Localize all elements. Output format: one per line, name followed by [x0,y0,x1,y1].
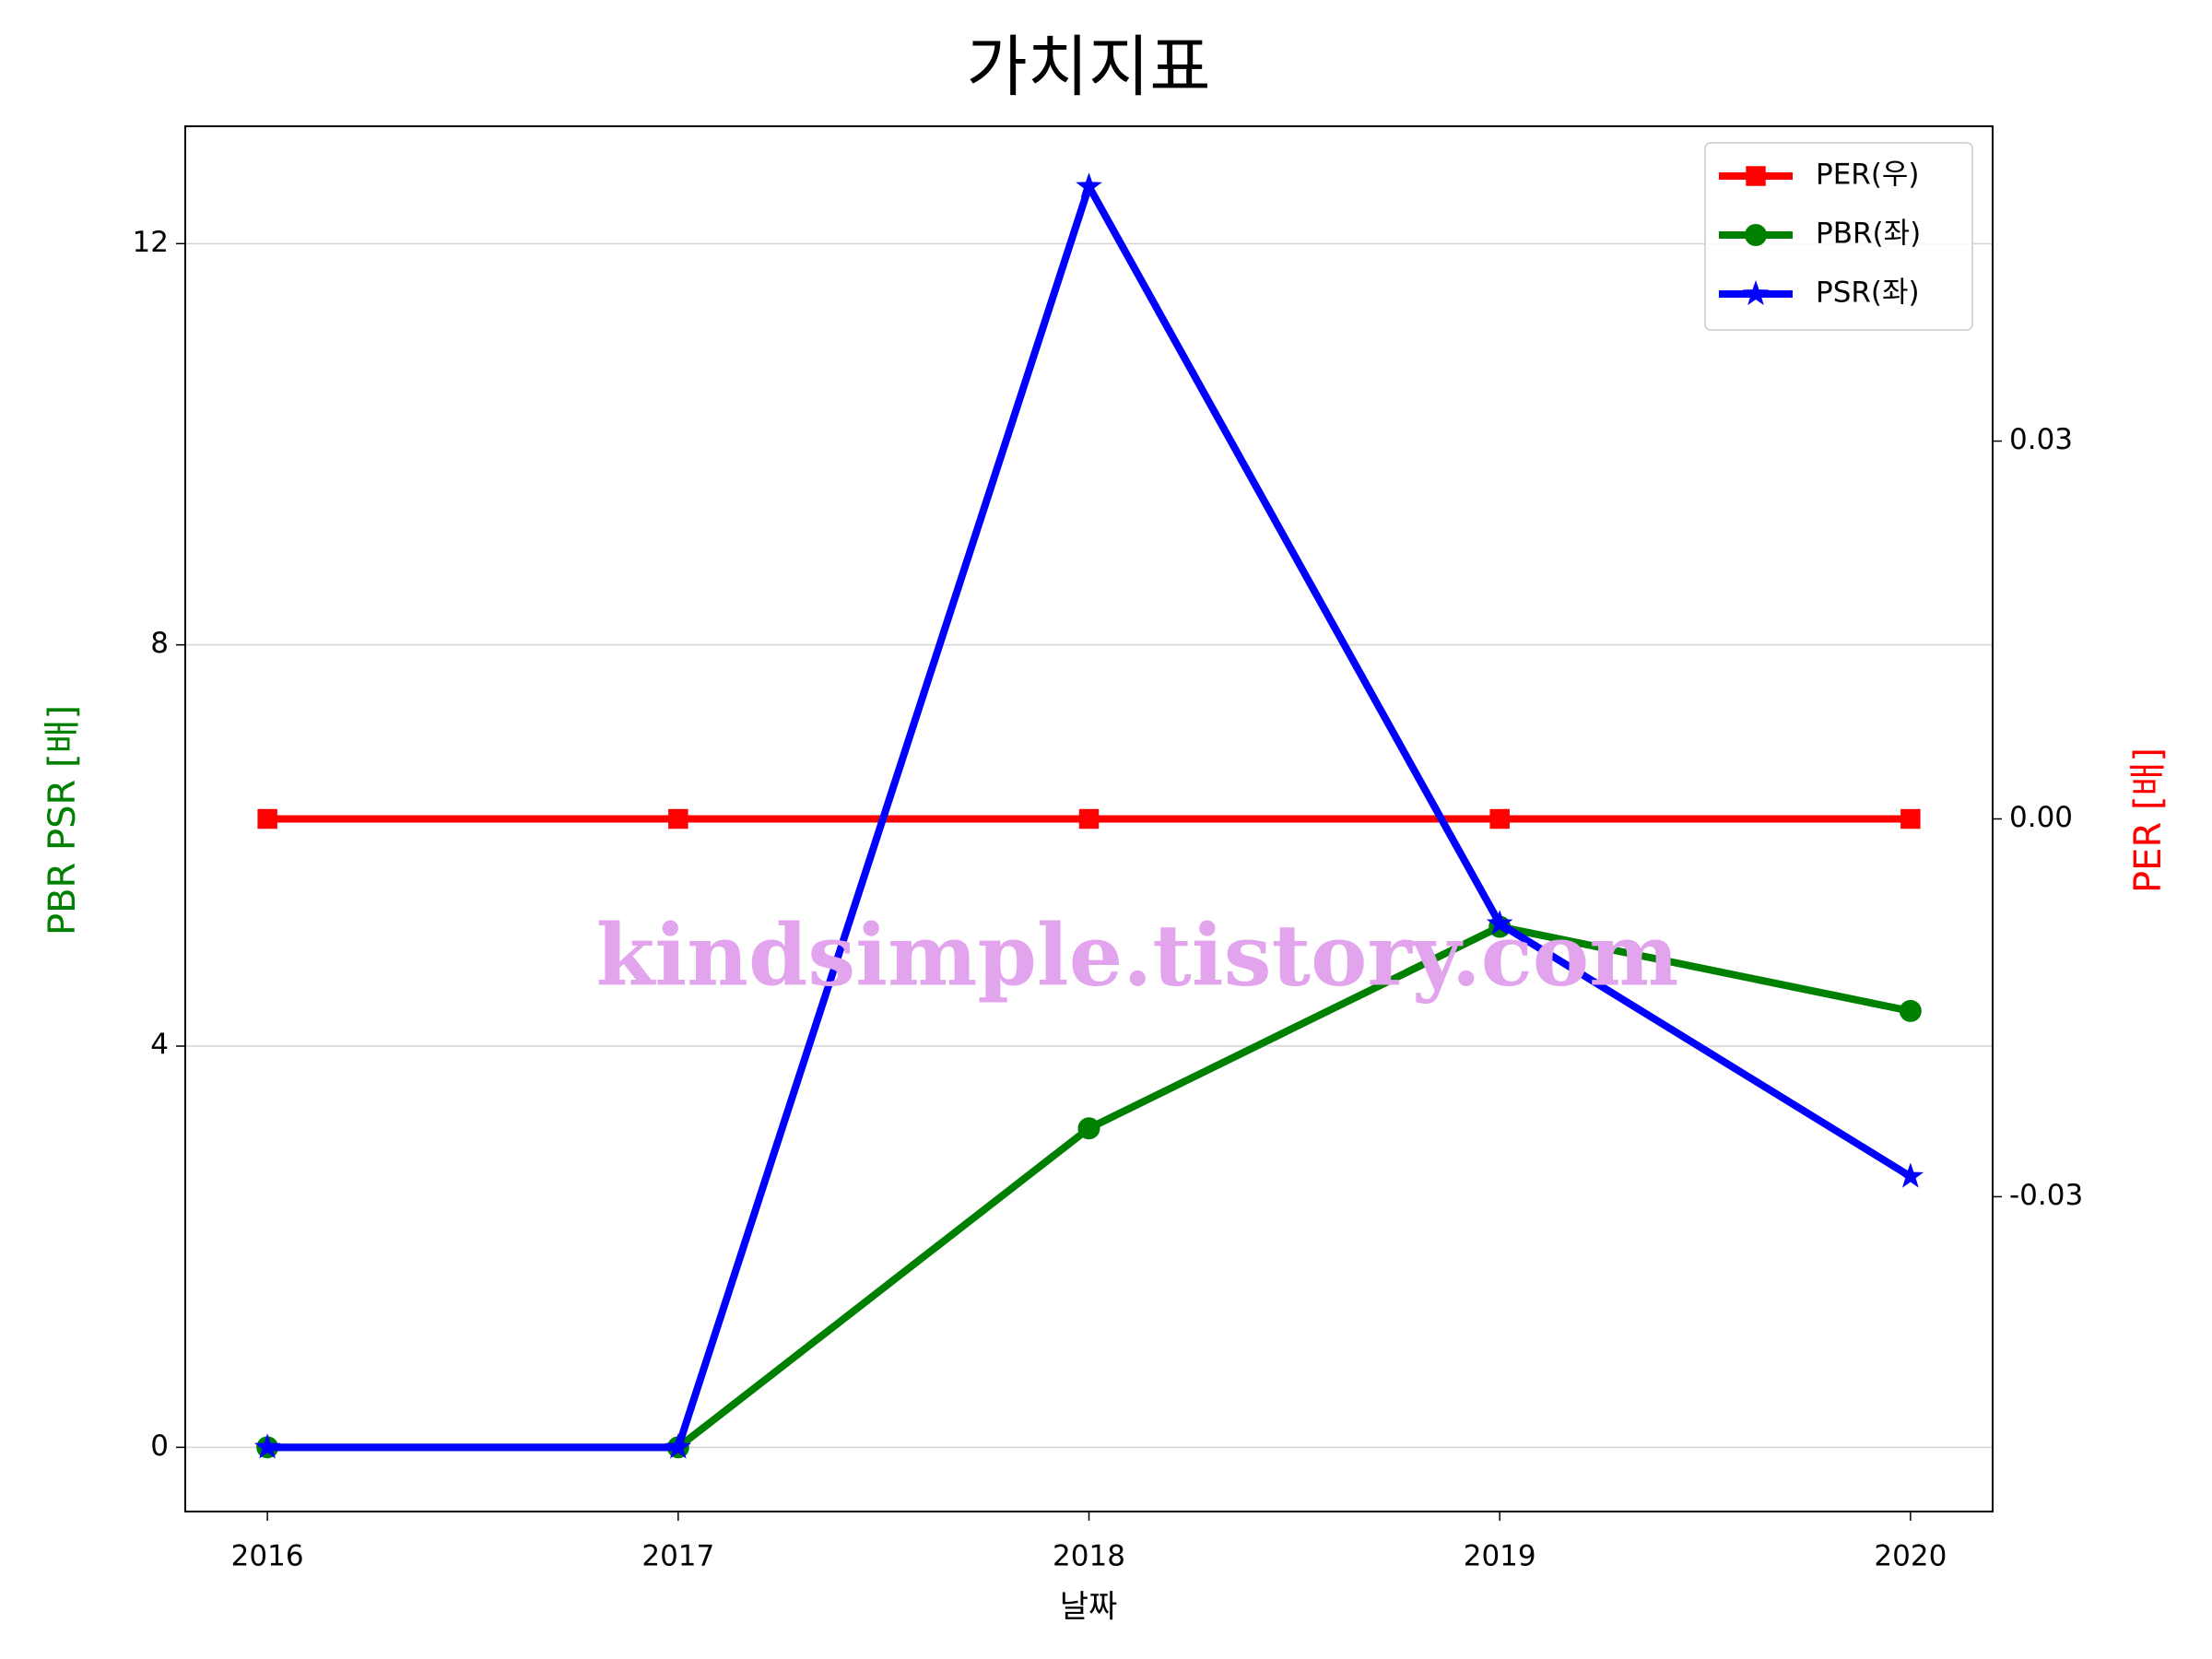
x-tick-label: 2016 [231,1540,304,1573]
chart-title: 가치지표 [967,29,1211,106]
marker [1899,999,1922,1022]
y-tick-label: 4 [150,1029,169,1062]
watermark: kindsimple.tistory.com [595,906,1678,1006]
marker [253,1433,281,1459]
marker [1900,808,1921,830]
y-tick-label: 0 [150,1430,169,1463]
x-tick-label: 2017 [641,1540,714,1573]
y-axis-label: PBR PSR [배] [41,705,84,935]
legend-label: PBR(좌) [1816,218,1921,251]
marker [1076,172,1102,198]
y2-tick-label: -0.03 [2009,1179,2083,1212]
axes-frame [184,125,1994,1512]
marker [257,808,277,830]
x-axis-label: 날짜 [1060,1589,1118,1626]
marker [1077,1117,1100,1140]
y-tick-label: 8 [150,627,169,660]
y2-tick-label: 0.03 [2009,423,2073,456]
x-tick-label: 2020 [1874,1540,1947,1573]
legend-label: PER(우) [1816,159,1920,192]
legend: PER(우) PBR(좌) PSR(좌) [1704,142,1973,331]
y-tick-label: 12 [133,226,169,259]
marker [668,808,688,830]
legend-label: PSR(좌) [1816,276,1920,310]
y2-tick-label: 0.00 [2009,801,2073,834]
marker [1486,910,1513,935]
marker [1897,1162,1924,1188]
legend-box [1704,142,1973,331]
marker [1489,808,1510,830]
marker [665,1433,692,1459]
x-tick-label: 2019 [1464,1540,1536,1573]
x-tick-label: 2018 [1053,1540,1125,1573]
marker [1746,166,1766,186]
marker [1745,224,1767,246]
y2-axis-label: PER [배] [2127,747,2170,893]
marker [1078,808,1100,830]
marker [1742,280,1770,306]
